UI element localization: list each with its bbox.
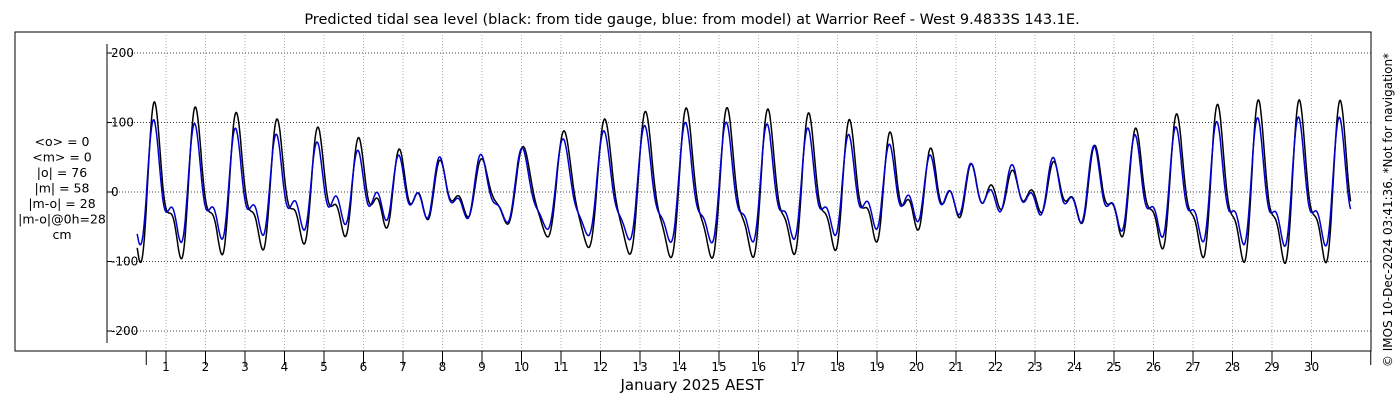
chart-title: Predicted tidal sea level (black: from t… (304, 12, 1079, 28)
gauge-series-line (136, 98, 1352, 265)
chart-frame (14, 31, 1372, 352)
stat-line: <o> = 0 (35, 134, 90, 149)
x-tick-label: 24 (1067, 360, 1082, 374)
x-tick-label: 19 (869, 360, 884, 374)
x-axis-label: January 2025 AEST (620, 376, 765, 394)
x-tick-label: 7 (399, 360, 407, 374)
x-tick-label: 1 (162, 360, 170, 374)
x-tick-label: 17 (790, 360, 805, 374)
stat-line: <m> = 0 (32, 150, 92, 165)
y-tick-label: 100 (111, 116, 134, 130)
x-tick-label: 16 (751, 360, 766, 374)
x-tick-label: 6 (360, 360, 368, 374)
x-tick-label: 11 (553, 360, 568, 374)
y-tick-label: -200 (111, 324, 138, 338)
x-tick-label: 22 (988, 360, 1003, 374)
x-tick-label: 15 (711, 360, 726, 374)
stat-line: |m-o|@0h=28 (18, 212, 106, 227)
stat-line: |o| = 76 (37, 165, 87, 180)
x-tick-label: 21 (948, 360, 963, 374)
x-tick-label: 29 (1264, 360, 1279, 374)
x-tick-label: 18 (830, 360, 845, 374)
x-tick-label: 9 (478, 360, 486, 374)
stat-line: |m| = 58 (35, 181, 90, 196)
x-tick-label: 26 (1146, 360, 1161, 374)
x-tick-label: 30 (1304, 360, 1319, 374)
y-tick-label: 0 (111, 185, 119, 199)
model-series-line (136, 116, 1352, 248)
statistics-panel: <o> = 0<m> = 0|o| = 76|m| = 58|m-o| = 28… (18, 134, 106, 242)
y-tick-label: -100 (111, 255, 138, 269)
x-tick-label: 4 (281, 360, 289, 374)
x-tick-label: 5 (320, 360, 328, 374)
x-axis: 1 2 3 4 5 6 7 8 9 10 11 12 13 14 15 16 17 18 19 20 21 22 23 24 2… (145, 351, 1372, 374)
x-tick-label: 3 (241, 360, 249, 374)
x-tick-label: 12 (593, 360, 608, 374)
x-tick-label: 28 (1225, 360, 1240, 374)
series-group (136, 98, 1352, 265)
y-tick-label: 200 (111, 46, 134, 60)
x-tick-label: 8 (439, 360, 447, 374)
x-tick-label: 20 (909, 360, 924, 374)
stat-line: cm (52, 227, 71, 242)
x-tick-label: 25 (1106, 360, 1121, 374)
y-axis: 200 100 0 -100 -200 (106, 44, 138, 343)
x-tick-label: 23 (1027, 360, 1042, 374)
x-tick-label: 2 (202, 360, 210, 374)
x-tick-label: 27 (1185, 360, 1200, 374)
grid (107, 32, 1371, 351)
x-tick-label: 14 (672, 360, 687, 374)
x-tick-label: 13 (632, 360, 647, 374)
x-tick-label: 10 (514, 360, 529, 374)
credit-text: © IMOS 10-Dec-2024 03:41:36. *Not for na… (1381, 53, 1395, 367)
stat-line: |m-o| = 28 (28, 196, 95, 211)
